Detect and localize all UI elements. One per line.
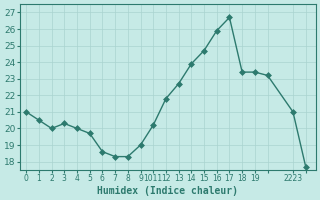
X-axis label: Humidex (Indice chaleur): Humidex (Indice chaleur) xyxy=(97,186,238,196)
